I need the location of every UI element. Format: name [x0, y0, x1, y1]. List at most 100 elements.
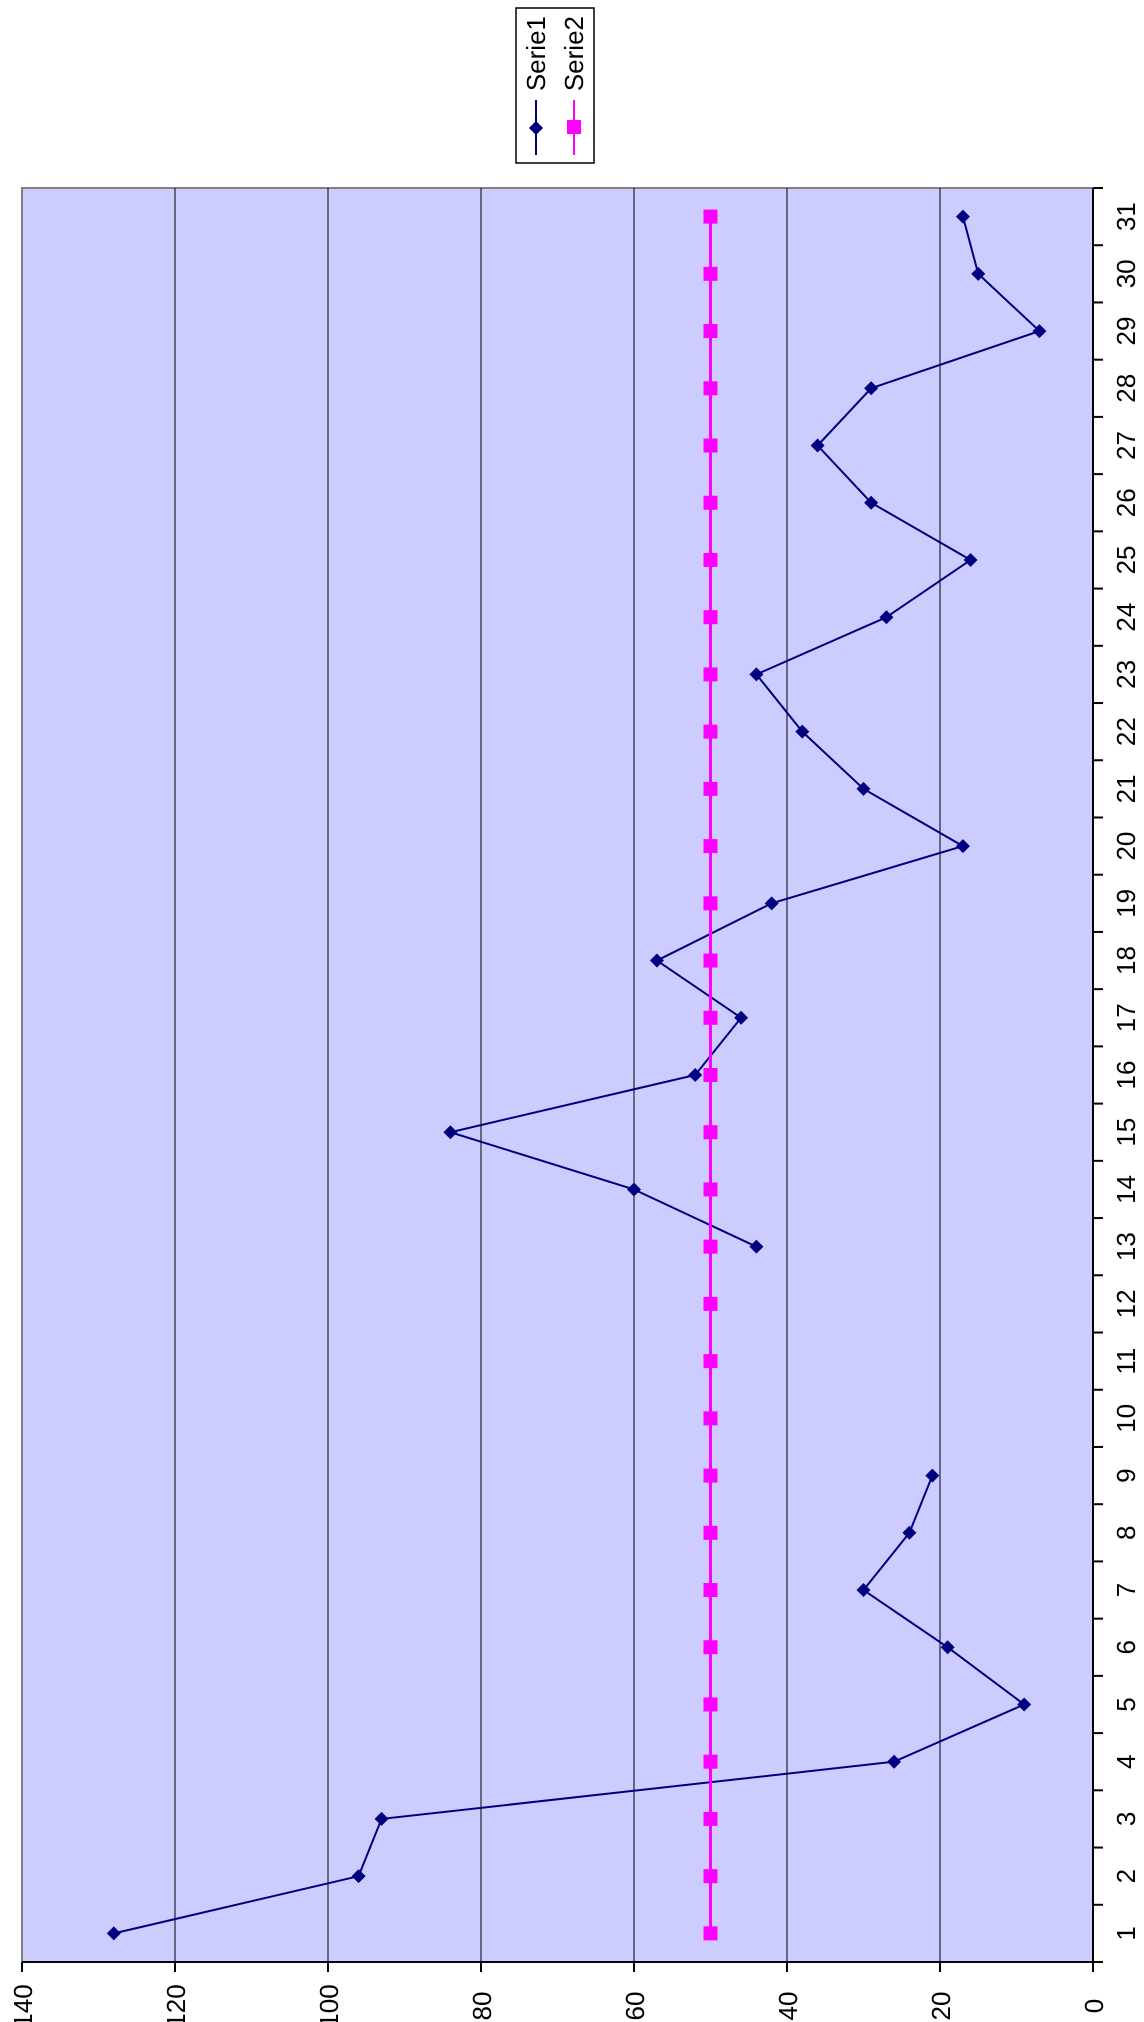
data-point — [749, 1239, 764, 1254]
data-point — [764, 896, 779, 911]
data-point — [703, 552, 718, 567]
data-point — [703, 381, 718, 396]
category-tick-label: 17 — [1111, 1003, 1141, 1032]
data-point — [703, 1811, 718, 1826]
category-tick-label: 22 — [1111, 717, 1141, 746]
legend-box — [515, 7, 595, 164]
data-point — [703, 1239, 718, 1254]
series-Serie1 — [106, 209, 1047, 1941]
value-tick-label: 60 — [620, 1992, 650, 2021]
data-point — [703, 1468, 718, 1483]
data-point — [106, 1926, 121, 1941]
data-point — [795, 724, 810, 739]
data-point — [703, 1754, 718, 1769]
category-tick-label: 21 — [1111, 774, 1141, 803]
category-tick-label: 12 — [1111, 1289, 1141, 1318]
series-layer — [106, 209, 1047, 1941]
value-tick-label: 100 — [314, 1984, 344, 2022]
category-tick-label: 7 — [1111, 1583, 1141, 1597]
data-point — [703, 1411, 718, 1426]
data-point — [703, 781, 718, 796]
data-point — [703, 1869, 718, 1884]
data-point — [749, 667, 764, 682]
value-tick-label: 0 — [1079, 1999, 1109, 2013]
data-point — [703, 1583, 718, 1598]
data-point — [879, 610, 894, 625]
category-tick-label: 31 — [1111, 202, 1141, 231]
data-point — [887, 1754, 902, 1769]
category-tick-label: 24 — [1111, 603, 1141, 632]
legend-marker — [529, 121, 543, 135]
category-axis-ticks: 1234567891011121314151617181920212223242… — [1093, 187, 1141, 1963]
data-point — [703, 438, 718, 453]
data-point — [703, 1296, 718, 1311]
value-tick-label: 120 — [161, 1984, 191, 2022]
category-tick-label: 14 — [1111, 1175, 1141, 1204]
category-tick-label: 20 — [1111, 832, 1141, 861]
data-point — [703, 495, 718, 510]
category-tick-label: 10 — [1111, 1404, 1141, 1433]
data-point — [703, 1010, 718, 1025]
data-point — [703, 610, 718, 625]
category-tick-label: 16 — [1111, 1061, 1141, 1090]
data-point — [703, 1125, 718, 1140]
data-point — [902, 1525, 917, 1540]
data-point — [703, 324, 718, 339]
category-tick-label: 13 — [1111, 1232, 1141, 1261]
series-Serie2 — [703, 209, 718, 1941]
category-tick-label: 30 — [1111, 259, 1141, 288]
category-tick-label: 6 — [1111, 1640, 1141, 1654]
data-point — [443, 1125, 458, 1140]
data-point — [1032, 324, 1047, 339]
legend: Serie1 Serie2 — [515, 7, 595, 164]
data-point — [703, 1926, 718, 1941]
data-point — [703, 953, 718, 968]
data-point — [627, 1182, 641, 1197]
data-point — [963, 552, 978, 567]
legend-label: Serie2 — [559, 16, 589, 91]
value-tick-label: 40 — [773, 1992, 803, 2021]
category-tick-label: 4 — [1111, 1754, 1141, 1768]
category-tick-label: 15 — [1111, 1118, 1141, 1147]
data-point — [1017, 1697, 1032, 1712]
data-point — [856, 1583, 871, 1598]
data-point — [703, 1068, 718, 1082]
data-point — [925, 1468, 940, 1483]
data-point — [649, 953, 664, 968]
data-point — [703, 1697, 718, 1712]
category-tick-label: 5 — [1111, 1697, 1141, 1711]
data-point — [856, 781, 871, 796]
category-tick-label: 8 — [1111, 1526, 1141, 1540]
category-tick-label: 28 — [1111, 374, 1141, 403]
data-point — [864, 381, 879, 396]
data-point — [703, 209, 718, 224]
data-point — [734, 1010, 749, 1025]
data-point — [703, 839, 718, 854]
data-point — [703, 1525, 718, 1540]
category-tick-label: 27 — [1111, 431, 1141, 460]
category-tick-label: 29 — [1111, 317, 1141, 346]
value-tick-label: 80 — [467, 1992, 497, 2021]
data-point — [971, 266, 986, 281]
data-point — [810, 438, 825, 453]
category-tick-label: 25 — [1111, 546, 1141, 575]
data-point — [374, 1811, 389, 1826]
category-tick-label: 19 — [1111, 889, 1141, 918]
data-point — [864, 495, 879, 510]
category-tick-label: 23 — [1111, 660, 1141, 689]
category-tick-label: 2 — [1111, 1869, 1141, 1883]
category-tick-label: 1 — [1111, 1926, 1141, 1940]
data-point — [351, 1869, 366, 1884]
category-tick-label: 3 — [1111, 1812, 1141, 1826]
category-tick-label: 18 — [1111, 946, 1141, 975]
value-tick-label: 20 — [926, 1992, 956, 2021]
data-point — [688, 1068, 703, 1082]
legend-marker — [567, 120, 581, 134]
data-point — [703, 266, 718, 281]
data-point — [940, 1640, 955, 1655]
gridlines — [174, 188, 941, 1962]
plot-area — [21, 187, 1094, 1963]
data-point — [703, 1354, 718, 1369]
value-axis-ticks: 0 20 40 60 80 100 120 140 — [8, 1962, 1109, 2022]
